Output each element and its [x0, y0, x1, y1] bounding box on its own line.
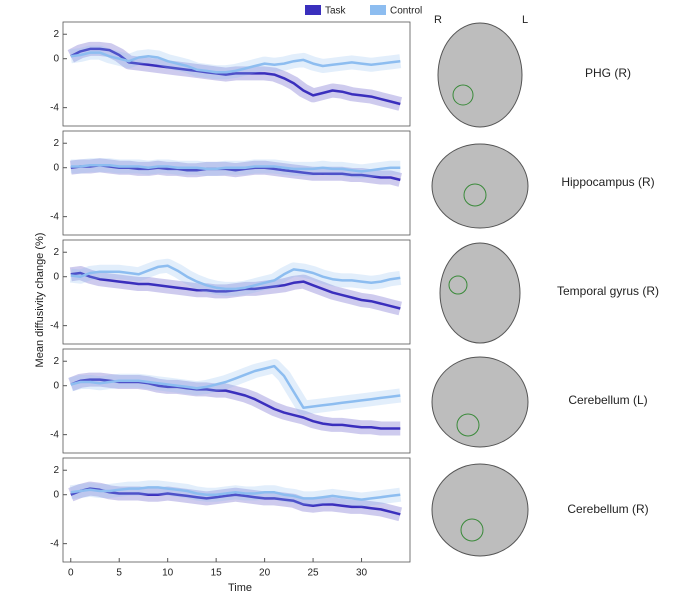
y-tick-label: 2	[53, 465, 59, 476]
line: Control	[70, 364, 401, 409]
x-tick-label: 10	[162, 568, 174, 579]
roi-circle	[456, 413, 480, 437]
brain-image	[431, 143, 529, 229]
roi-circle	[448, 275, 468, 295]
y-tick-label: -4	[50, 429, 59, 440]
x-tick-label: 15	[211, 568, 223, 579]
plot-frame	[62, 130, 411, 236]
y-tick-label: 0	[53, 53, 59, 64]
x-tick-label: 20	[259, 568, 271, 579]
legend-swatch	[305, 5, 321, 15]
region-label: Temporal gyrus (R)	[557, 284, 659, 298]
y-tick-label: 2	[53, 138, 59, 149]
line: Control	[70, 264, 401, 291]
plot-frame	[62, 21, 411, 127]
hemisphere-label: R	[434, 14, 442, 26]
brain-images	[431, 22, 529, 557]
y-tick-label: 2	[53, 356, 59, 367]
y-axis-label: Mean diffusivity change (%)	[34, 233, 46, 368]
plot-frame	[62, 457, 411, 563]
hemisphere-label: L	[522, 14, 528, 26]
y-tick-label: 2	[53, 29, 59, 40]
brain-image	[431, 463, 529, 557]
region-label: PHG (R)	[585, 66, 631, 80]
x-tick-label: 30	[356, 568, 368, 579]
line: Control	[70, 486, 401, 501]
x-tick-label: 25	[308, 568, 320, 579]
y-tick-label: -4	[50, 211, 59, 222]
brain-image	[431, 356, 529, 448]
y-tick-label: 0	[53, 489, 59, 500]
roi-circle	[452, 84, 474, 106]
x-tick-label: 5	[116, 568, 122, 579]
x-tick-label: 0	[68, 568, 74, 579]
legend-label: Task	[325, 6, 347, 17]
legend-label: Control	[390, 6, 422, 17]
plot-frame	[62, 239, 411, 345]
line: Task	[70, 271, 401, 310]
y-tick-label: 0	[53, 162, 59, 173]
roi-circles	[448, 84, 487, 542]
region-label: Cerebellum (L)	[568, 393, 647, 407]
brain-image	[437, 22, 523, 128]
y-tick-label: -4	[50, 538, 59, 549]
y-tick-label: -4	[50, 320, 59, 331]
x-axis-label: Time	[228, 582, 252, 594]
legend-swatch	[370, 5, 386, 15]
brain-image	[439, 242, 521, 344]
y-tick-label: -4	[50, 102, 59, 113]
y-tick-label: 2	[53, 247, 59, 258]
line: Control	[70, 164, 401, 173]
y-tick-label: 0	[53, 271, 59, 282]
roi-circle	[463, 183, 487, 207]
roi-circle	[460, 518, 484, 542]
line: Control	[70, 51, 401, 74]
line: Task	[70, 487, 401, 516]
plot-frame	[62, 348, 411, 454]
region-label: Hippocampus (R)	[561, 175, 654, 189]
y-tick-label: 0	[53, 380, 59, 391]
region-label: Cerebellum (R)	[567, 502, 648, 516]
